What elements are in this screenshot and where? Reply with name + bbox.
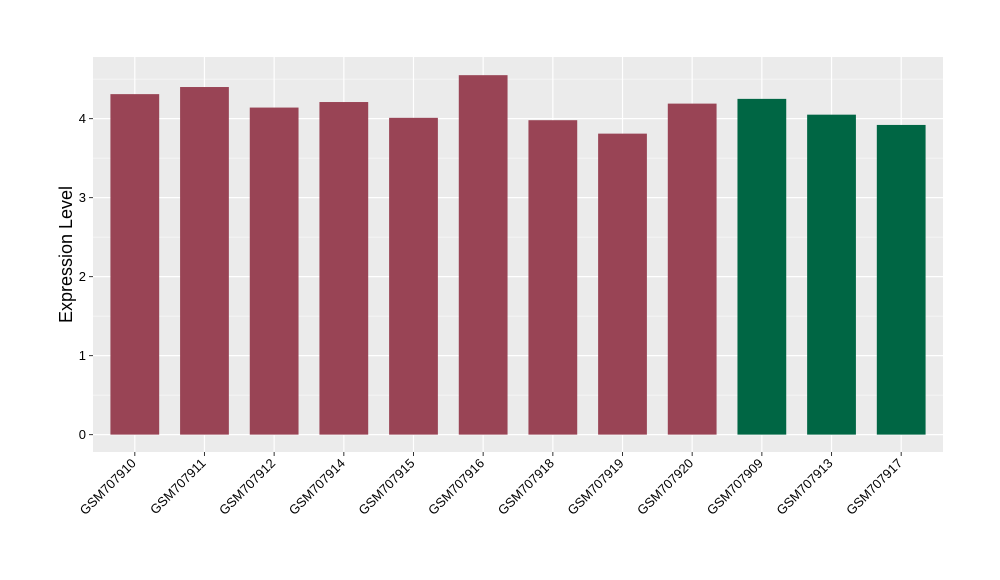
bar-GSM707916 [458, 75, 508, 435]
plot-panel [93, 57, 943, 452]
x-tick-label: GSM707920 [634, 456, 696, 518]
x-tick-label: GSM707917 [843, 456, 905, 518]
x-tick-label: GSM707911 [147, 456, 209, 518]
minor-gridlines [93, 78, 943, 396]
x-axis: GSM707910 GSM707911 GSM707912 GSM707914 GSM7… [77, 452, 905, 518]
bar-GSM707910 [110, 94, 160, 435]
y-tick-label: 2 [79, 269, 86, 284]
bar-GSM707909 [737, 98, 787, 435]
y-tick-label: 0 [79, 427, 86, 442]
bar-GSM707920 [667, 103, 717, 435]
bar-GSM707917 [876, 124, 926, 435]
x-tick-label: GSM707918 [495, 456, 557, 518]
bar-GSM707913 [807, 114, 856, 435]
x-tick-label: GSM707913 [773, 456, 835, 518]
bar-GSM707912 [249, 107, 299, 435]
bar-GSM707915 [389, 117, 438, 435]
y-tick-label: 3 [79, 190, 86, 205]
y-axis: 0 1 2 3 4 [79, 111, 93, 442]
bar-GSM707914 [319, 102, 369, 435]
x-tick-label: GSM707916 [425, 456, 487, 518]
x-tick-label: GSM707912 [216, 456, 278, 518]
y-tick-label: 4 [79, 111, 86, 126]
x-tick-label: GSM707910 [77, 456, 139, 518]
x-tick-label: GSM707914 [286, 456, 348, 518]
bar-GSM707918 [528, 120, 578, 435]
x-tick-label: GSM707919 [564, 456, 626, 518]
bar-GSM707919 [598, 133, 647, 435]
bar-GSM707911 [180, 87, 229, 435]
x-tick-label: GSM707915 [355, 456, 417, 518]
y-tick-label: 1 [79, 348, 86, 363]
x-tick-label: GSM707909 [704, 456, 766, 518]
bars [110, 75, 926, 435]
y-axis-title: Expression Level [56, 186, 76, 323]
